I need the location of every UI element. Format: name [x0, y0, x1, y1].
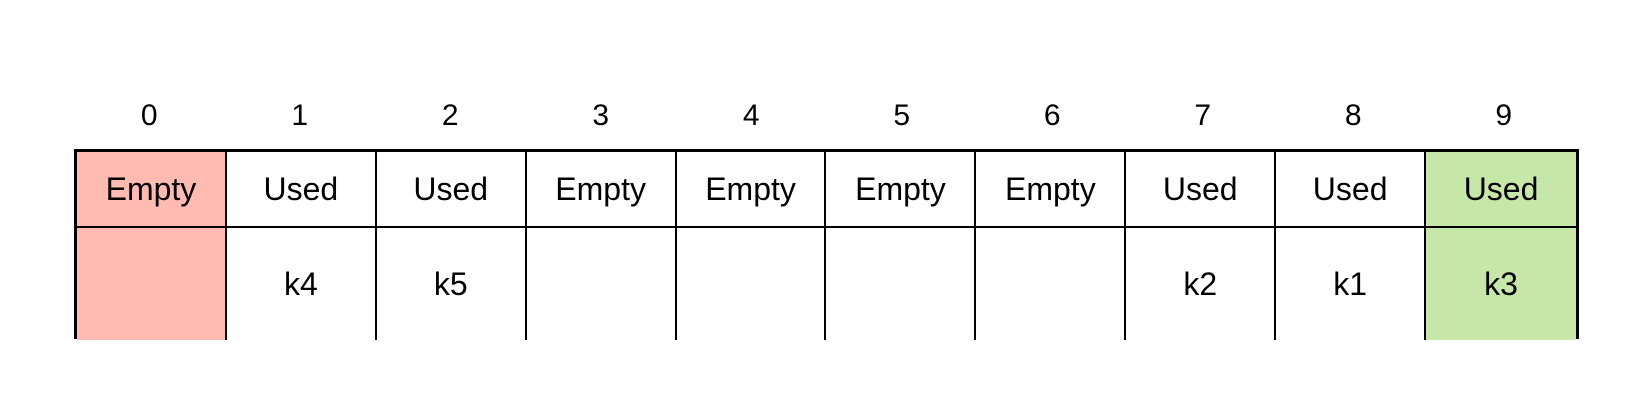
slot-status-cell: Used [1126, 152, 1277, 228]
slot-status-cell: Used [1276, 152, 1427, 228]
slot-index: 4 [742, 99, 760, 132]
slot-index: 5 [893, 99, 911, 132]
slot-status-cell: Used [376, 152, 527, 228]
slot-index: 2 [441, 99, 459, 132]
slot-table: Empty Used Used Empty Empty Empty Empty … [74, 149, 1579, 340]
index-row: 0 1 2 3 4 5 6 7 8 9 [74, 83, 1579, 149]
slot-index: 3 [592, 99, 610, 132]
slot-status-cell: Empty [976, 152, 1127, 228]
slot-index: 1 [291, 99, 309, 132]
slot-status-cell: Used [226, 152, 377, 228]
slot-key-cell [976, 228, 1127, 340]
slot-status-cell: Empty [77, 152, 227, 228]
slot-key-cell [77, 228, 227, 340]
slot-key-cell: k1 [1276, 228, 1427, 340]
hash-table-diagram: 0 1 2 3 4 5 6 7 8 9 Empty Used Used Empt… [74, 83, 1579, 340]
slot-status-cell: Used [1426, 152, 1576, 228]
slot-index: 0 [140, 99, 158, 132]
slot-key-cell [826, 228, 977, 340]
slot-key-cell: k2 [1126, 228, 1277, 340]
slot-key-cell [676, 228, 827, 340]
slot-status-cell: Empty [676, 152, 827, 228]
slot-key-cell: k3 [1426, 228, 1576, 340]
slot-index: 9 [1495, 99, 1513, 132]
slot-index: 6 [1043, 99, 1061, 132]
slot-key-cell [526, 228, 677, 340]
slot-key-cell: k4 [226, 228, 377, 340]
slot-index: 7 [1194, 99, 1212, 132]
slot-status-cell: Empty [526, 152, 677, 228]
slot-status-cell: Empty [826, 152, 977, 228]
slot-index: 8 [1344, 99, 1362, 132]
slot-key-cell: k5 [376, 228, 527, 340]
